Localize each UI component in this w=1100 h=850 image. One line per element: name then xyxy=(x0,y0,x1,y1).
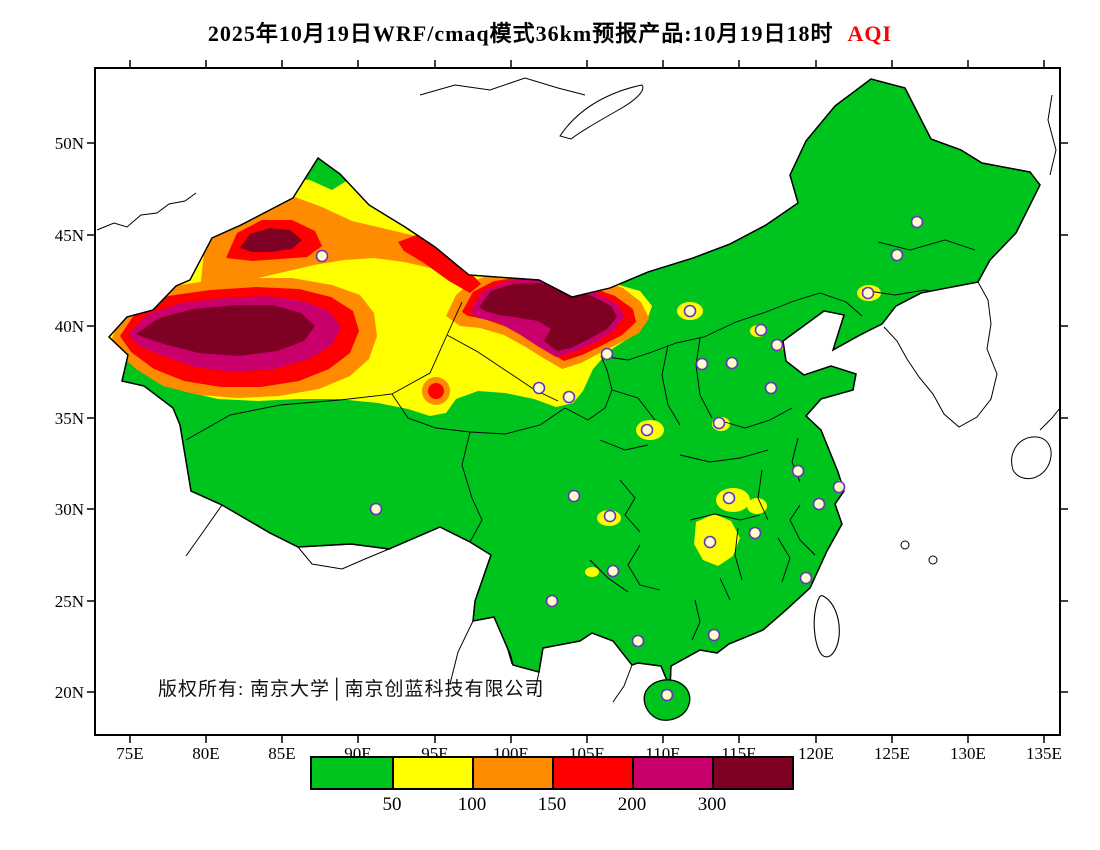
lon-label: 75E xyxy=(116,744,143,763)
honshu-outline xyxy=(1039,407,1061,431)
lon-label: 125E xyxy=(874,744,910,763)
station-markers xyxy=(315,215,924,702)
legend-label-300: 300 xyxy=(697,794,727,815)
neighbor-coastlines xyxy=(96,77,1061,703)
lake-baikal-outline xyxy=(559,84,644,140)
title-main: 2025年10月19日WRF/cmaq模式36km预报产品:10月19日18时 xyxy=(207,21,834,46)
page-title: 2025年10月19日WRF/cmaq模式36km预报产品:10月19日18时 A… xyxy=(0,16,1100,48)
legend-swatch-orange xyxy=(472,758,552,788)
lat-label: 45N xyxy=(55,226,84,245)
latitude-labels: 50N 45N 40N 35N 30N 25N 20N xyxy=(55,134,84,702)
legend-swatch-red xyxy=(552,758,632,788)
plot-frame xyxy=(94,67,1061,736)
kyushu-outline xyxy=(1011,436,1052,479)
lat-label: 25N xyxy=(55,592,84,611)
legend-swatch-magenta xyxy=(632,758,712,788)
title-variable: AQI xyxy=(847,21,893,46)
lon-label: 120E xyxy=(798,744,834,763)
lat-label: 50N xyxy=(55,134,84,153)
legend-label-150: 150 xyxy=(537,794,567,815)
legend-swatch-yellow xyxy=(392,758,472,788)
lat-label: 35N xyxy=(55,409,84,428)
legend-colorbar xyxy=(310,756,794,790)
legend-swatch-maroon xyxy=(712,758,792,788)
taiwan-island xyxy=(813,595,840,658)
laos-border xyxy=(533,671,540,697)
copyright-text: 版权所有: 南京大学│南京创蓝科技有限公司 xyxy=(158,679,545,700)
lon-label: 80E xyxy=(192,744,219,763)
aqi-legend: 50 100 150 200 300 xyxy=(310,756,796,826)
korea-coastline xyxy=(883,281,998,428)
sakhalin-outline xyxy=(1047,94,1057,176)
lon-label: 135E xyxy=(1026,744,1062,763)
lon-label: 130E xyxy=(950,744,986,763)
nepal-border xyxy=(297,546,390,570)
lat-label: 30N xyxy=(55,500,84,519)
axis-ticks xyxy=(87,60,1068,743)
legend-swatch-green xyxy=(312,758,392,788)
legend-label-100: 100 xyxy=(457,794,487,815)
legend-label-200: 200 xyxy=(617,794,647,815)
india-border xyxy=(185,504,223,557)
aqi-level-over-300 xyxy=(136,228,617,356)
island-outline xyxy=(928,555,938,565)
island-outline xyxy=(900,540,910,550)
lat-label: 20N xyxy=(55,683,84,702)
myanmar-border xyxy=(449,620,474,685)
russia-mongolia-border xyxy=(419,77,586,96)
aqi-overlays xyxy=(109,178,976,641)
legend-label-50: 50 xyxy=(382,794,402,815)
lake-balkhash-outline xyxy=(96,192,197,231)
lon-label: 85E xyxy=(268,744,295,763)
vietnam-border xyxy=(612,664,633,703)
lat-label: 40N xyxy=(55,317,84,336)
province-boundaries xyxy=(185,239,976,641)
